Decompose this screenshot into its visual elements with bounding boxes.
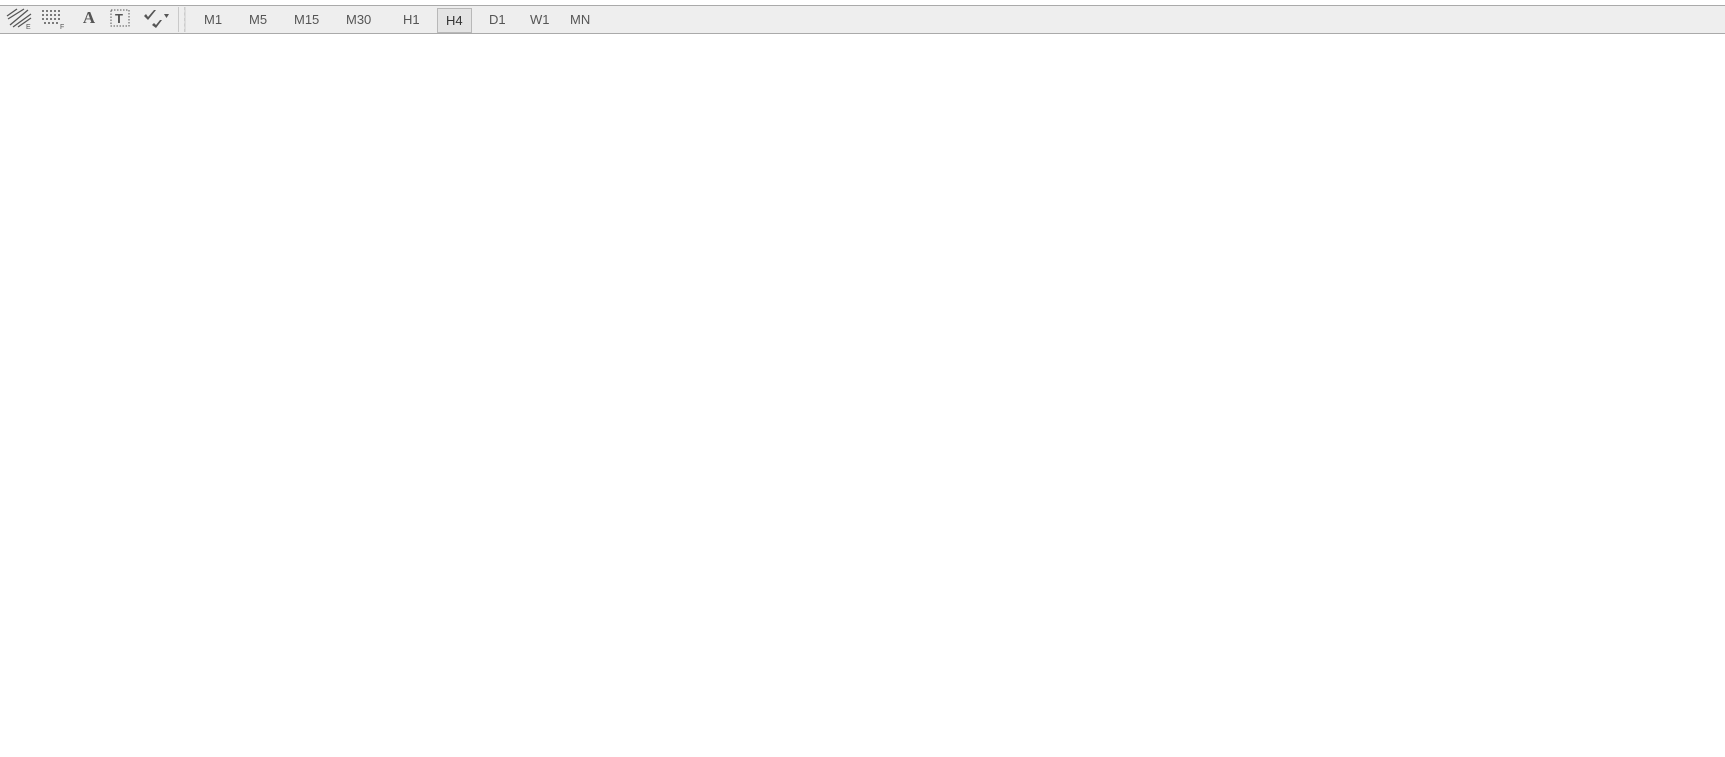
svg-text:E: E	[26, 24, 31, 31]
svg-text:T: T	[115, 11, 123, 26]
svg-text:F: F	[60, 24, 64, 31]
